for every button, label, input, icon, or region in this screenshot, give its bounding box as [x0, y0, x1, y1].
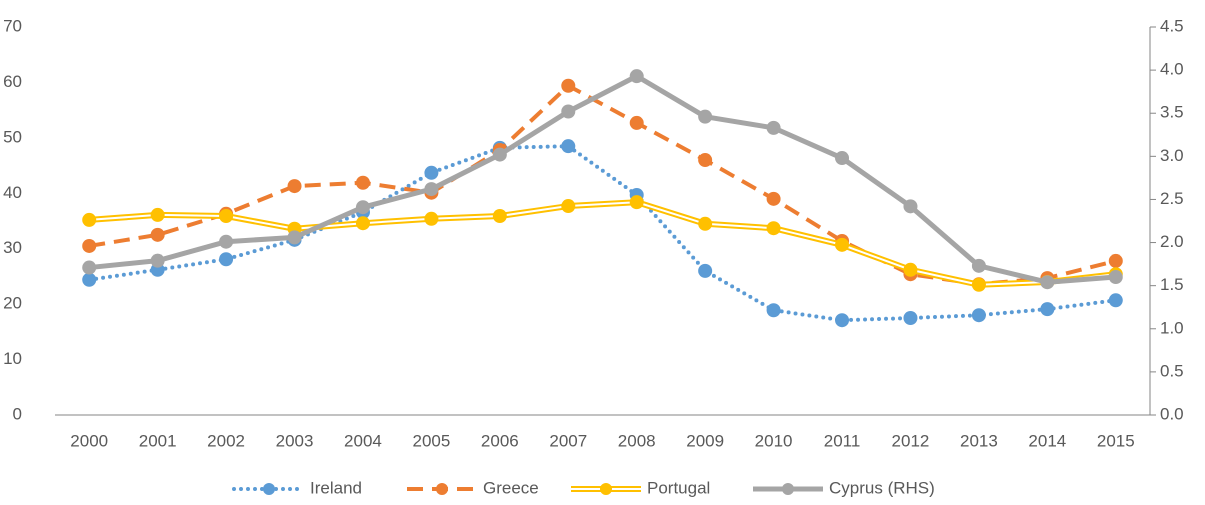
- point: [82, 260, 97, 275]
- point: [219, 252, 234, 267]
- point: [629, 115, 644, 130]
- y2-tick-label: 1.0: [1160, 318, 1184, 337]
- point: [766, 120, 781, 135]
- series-line: [89, 199, 1117, 288]
- series-line-inner: [89, 201, 1116, 286]
- point: [355, 175, 370, 190]
- x-tick-label: 2003: [276, 431, 314, 450]
- legend-marker: [436, 483, 448, 495]
- x-tick-label: 2011: [824, 431, 861, 450]
- legend-marker: [782, 483, 794, 495]
- point: [561, 139, 576, 154]
- y2-tick-label: 3.0: [1160, 146, 1184, 165]
- point: [1108, 270, 1123, 285]
- y-tick-label: 20: [3, 294, 22, 313]
- point: [698, 216, 713, 231]
- point: [698, 263, 713, 278]
- point: [698, 153, 713, 168]
- point: [835, 151, 850, 166]
- y-tick-label: 40: [3, 183, 22, 202]
- point: [82, 238, 97, 253]
- x-tick-label: 2000: [70, 431, 108, 450]
- x-tick-label: 2010: [755, 431, 793, 450]
- y2-tick-label: 2.0: [1160, 232, 1184, 251]
- point: [903, 311, 918, 325]
- x-tick-label: 2002: [207, 431, 245, 450]
- legend-marker: [600, 483, 612, 495]
- x-tick-label: 2009: [686, 431, 724, 450]
- y2-tick-label: 4.0: [1160, 60, 1184, 79]
- point: [835, 237, 850, 252]
- point: [903, 262, 918, 277]
- point: [287, 179, 302, 194]
- point: [492, 147, 507, 162]
- legend-marker: [263, 483, 275, 495]
- point: [150, 207, 165, 222]
- y2-tick-label: 2.5: [1160, 189, 1184, 208]
- point: [766, 191, 781, 206]
- point: [287, 230, 302, 245]
- y2-tick-label: 1.5: [1160, 275, 1184, 294]
- point: [835, 313, 850, 328]
- point: [766, 303, 781, 318]
- legend-label: Cyprus (RHS): [829, 478, 935, 497]
- point: [971, 308, 986, 323]
- x-tick-label: 2004: [344, 431, 382, 450]
- x-tick-label: 2008: [618, 431, 656, 450]
- x-tick-label: 2005: [412, 431, 450, 450]
- series-line: [88, 83, 1117, 287]
- x-tick-label: 2012: [892, 431, 930, 450]
- point: [971, 258, 986, 273]
- point: [150, 253, 165, 268]
- legend-label: Portugal: [647, 478, 710, 497]
- y-tick-label: 0: [13, 404, 22, 423]
- y2-tick-label: 0.0: [1160, 404, 1184, 423]
- series-line: [87, 144, 1118, 323]
- y2-tick-label: 0.5: [1160, 361, 1184, 380]
- y-tick-label: 70: [3, 16, 22, 35]
- point: [561, 78, 576, 93]
- point: [629, 69, 644, 84]
- y-tick-label: 10: [3, 349, 22, 368]
- point: [1108, 293, 1123, 308]
- point: [424, 211, 439, 226]
- point: [355, 200, 370, 215]
- y-tick-label: 50: [3, 127, 22, 146]
- legend-label: Greece: [483, 478, 539, 497]
- x-tick-label: 2007: [549, 431, 587, 450]
- legend-label: Ireland: [310, 478, 362, 497]
- x-tick-label: 2014: [1028, 431, 1066, 450]
- y2-tick-label: 4.5: [1160, 16, 1184, 35]
- y2-tick-label: 3.5: [1160, 103, 1184, 122]
- point: [1040, 275, 1055, 290]
- point: [766, 221, 781, 236]
- point: [971, 277, 986, 292]
- point: [424, 182, 439, 197]
- x-tick-label: 2006: [481, 431, 519, 450]
- point: [1040, 302, 1055, 317]
- series-line: [88, 73, 1116, 285]
- point: [219, 234, 234, 249]
- point: [82, 212, 97, 227]
- y-tick-label: 60: [3, 72, 22, 91]
- point: [903, 199, 918, 214]
- point: [561, 104, 576, 119]
- point: [82, 272, 97, 287]
- point: [698, 109, 713, 124]
- point: [219, 209, 234, 224]
- x-tick-label: 2001: [139, 431, 177, 450]
- point: [629, 195, 644, 210]
- point: [424, 165, 439, 180]
- point: [1108, 253, 1123, 268]
- x-tick-label: 2013: [960, 431, 998, 450]
- y-tick-label: 30: [3, 238, 22, 257]
- point: [561, 199, 576, 214]
- point: [150, 227, 165, 242]
- point: [492, 209, 507, 224]
- point: [355, 216, 370, 231]
- x-tick-label: 2015: [1097, 431, 1135, 450]
